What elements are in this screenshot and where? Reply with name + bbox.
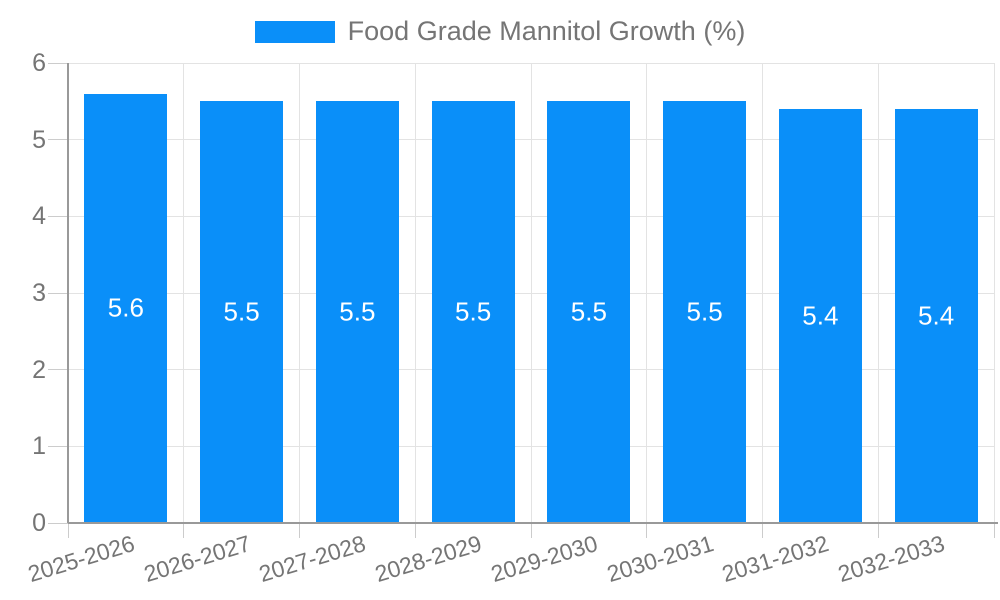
x-gridline	[646, 63, 648, 523]
x-axis-tick-label: 2027-2028	[256, 530, 369, 588]
x-axis-tick-label: 2028-2029	[371, 530, 485, 588]
bar-value-label: 5.4	[802, 300, 839, 331]
legend-item[interactable]: Food Grade Mannitol Growth (%)	[254, 16, 746, 47]
y-tick	[48, 522, 68, 524]
legend: Food Grade Mannitol Growth (%)	[0, 16, 1000, 47]
x-tick	[414, 523, 416, 538]
y-tick	[48, 292, 68, 294]
y-tick	[48, 215, 68, 217]
bar-value-label: 5.5	[223, 296, 260, 327]
bar: 5.5	[315, 101, 399, 523]
x-axis-tick-label: 2030-2031	[603, 530, 717, 588]
y-tick	[48, 445, 68, 447]
x-tick	[299, 523, 300, 538]
bar: 5.4	[778, 109, 862, 523]
y-axis-tick-label: 6	[32, 49, 46, 77]
legend-swatch	[254, 20, 335, 43]
x-tick	[646, 523, 648, 538]
bar-value-label: 5.5	[570, 296, 607, 327]
y-axis-tick-label: 5	[32, 125, 46, 154]
y-axis-tick-label: 0	[32, 509, 46, 537]
y-axis-tick-label: 2	[32, 355, 46, 384]
x-gridline	[762, 63, 763, 523]
bar: 5.5	[431, 101, 515, 523]
x-axis-tick-label: 2029-2030	[487, 530, 601, 588]
bar-value-label: 5.5	[455, 296, 492, 327]
y-axis-tick-label: 4	[32, 202, 46, 231]
x-tick	[67, 523, 69, 538]
bar-value-label: 5.6	[107, 292, 144, 323]
x-tick	[183, 523, 185, 538]
bar: 5.4	[894, 109, 978, 523]
bar: 5.5	[547, 101, 631, 523]
bar: 5.5	[200, 101, 284, 523]
x-gridline	[530, 63, 532, 523]
x-gridline	[877, 63, 879, 523]
x-gridline	[299, 63, 300, 523]
y-tick	[48, 62, 68, 64]
x-gridline	[414, 63, 416, 523]
x-tick	[530, 523, 532, 538]
x-axis-tick-label: 2026-2027	[140, 530, 254, 588]
y-tick	[48, 139, 68, 141]
x-axis-tick-label: 2031-2032	[719, 530, 832, 588]
x-tick	[877, 523, 879, 538]
y-axis-line	[67, 63, 69, 523]
y-axis-tick-label: 1	[32, 432, 46, 461]
bar-value-label: 5.4	[918, 300, 955, 331]
x-axis-tick-label: 2025-2026	[24, 530, 138, 588]
bar: 5.6	[84, 93, 168, 523]
x-axis-line	[68, 522, 998, 524]
x-tick	[762, 523, 763, 538]
x-gridline	[183, 63, 185, 523]
y-tick	[48, 369, 68, 371]
legend-label: Food Grade Mannitol Growth (%)	[347, 16, 746, 46]
bar: 5.5	[663, 101, 747, 523]
x-tick	[993, 523, 995, 538]
x-axis-tick-label: 2032-2033	[834, 530, 948, 588]
x-gridline	[993, 63, 995, 523]
bar-value-label: 5.5	[339, 296, 376, 327]
bar-value-label: 5.5	[686, 296, 723, 327]
y-axis-tick-label: 3	[32, 279, 46, 307]
